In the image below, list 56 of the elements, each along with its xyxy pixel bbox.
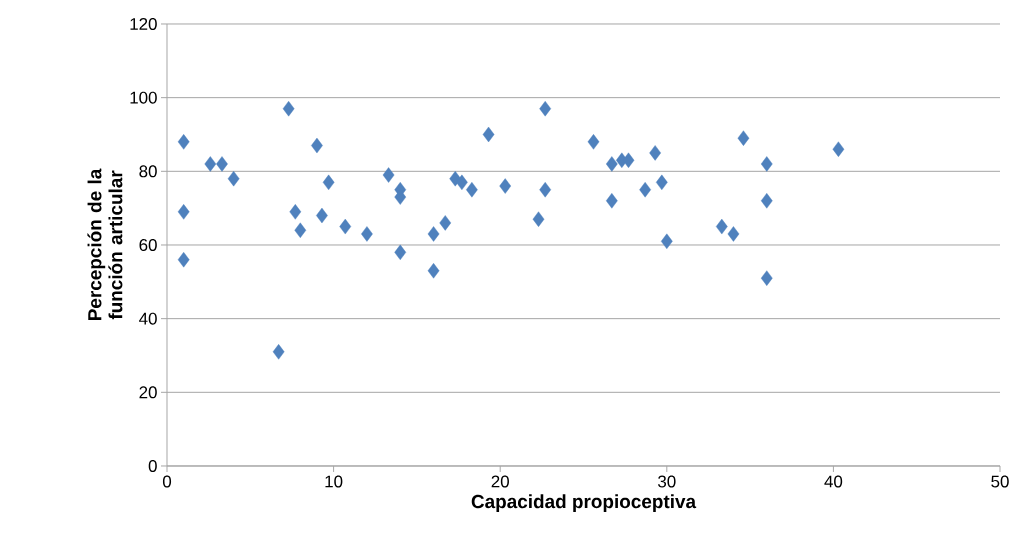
point bbox=[216, 156, 228, 172]
point bbox=[294, 222, 307, 238]
x-axis-title: Capacidad propioceptiva bbox=[471, 494, 697, 512]
x-tick-label: 10 bbox=[325, 475, 343, 488]
point bbox=[760, 270, 773, 286]
point bbox=[382, 167, 395, 183]
point bbox=[649, 145, 661, 161]
point bbox=[456, 174, 468, 191]
point bbox=[660, 233, 673, 249]
y-tick-label: 20 bbox=[139, 386, 157, 399]
point bbox=[727, 226, 740, 242]
point bbox=[639, 182, 651, 198]
point bbox=[227, 170, 240, 187]
y-tick-label: 80 bbox=[139, 165, 157, 178]
point bbox=[427, 226, 440, 242]
point bbox=[339, 218, 352, 235]
point bbox=[311, 137, 323, 154]
y-tick-label: 60 bbox=[139, 238, 157, 251]
point bbox=[272, 344, 285, 360]
x-tick-label: 50 bbox=[991, 475, 1009, 488]
point bbox=[177, 204, 190, 220]
point bbox=[832, 141, 845, 157]
point bbox=[466, 182, 478, 198]
point bbox=[539, 182, 552, 198]
x-tick-label: 0 bbox=[162, 475, 172, 488]
point bbox=[322, 174, 335, 191]
x-tick-label: 40 bbox=[824, 475, 843, 488]
y-tick-label: 0 bbox=[148, 459, 157, 472]
point bbox=[737, 130, 750, 146]
point bbox=[760, 156, 773, 172]
y-axis-title: Percepción de la función articular bbox=[87, 168, 123, 320]
point bbox=[655, 174, 668, 191]
point bbox=[439, 215, 452, 231]
point bbox=[482, 126, 495, 143]
point bbox=[532, 211, 545, 227]
point bbox=[587, 134, 600, 150]
point bbox=[760, 193, 773, 209]
point bbox=[316, 207, 328, 224]
x-tick-label: 20 bbox=[491, 475, 509, 488]
point bbox=[539, 101, 552, 117]
point bbox=[282, 101, 295, 117]
point bbox=[394, 244, 407, 261]
point bbox=[606, 156, 618, 172]
y-tick-label: 120 bbox=[130, 17, 157, 30]
x-tick-label: 30 bbox=[658, 475, 676, 488]
point bbox=[204, 156, 217, 172]
y-tick-label: 40 bbox=[139, 312, 157, 325]
point bbox=[177, 134, 190, 150]
point bbox=[715, 218, 728, 235]
point bbox=[289, 204, 302, 220]
point bbox=[361, 226, 373, 242]
y-tick-label: 100 bbox=[130, 91, 157, 104]
point bbox=[499, 178, 512, 194]
point bbox=[177, 252, 190, 268]
point bbox=[606, 193, 618, 209]
point bbox=[427, 263, 440, 279]
